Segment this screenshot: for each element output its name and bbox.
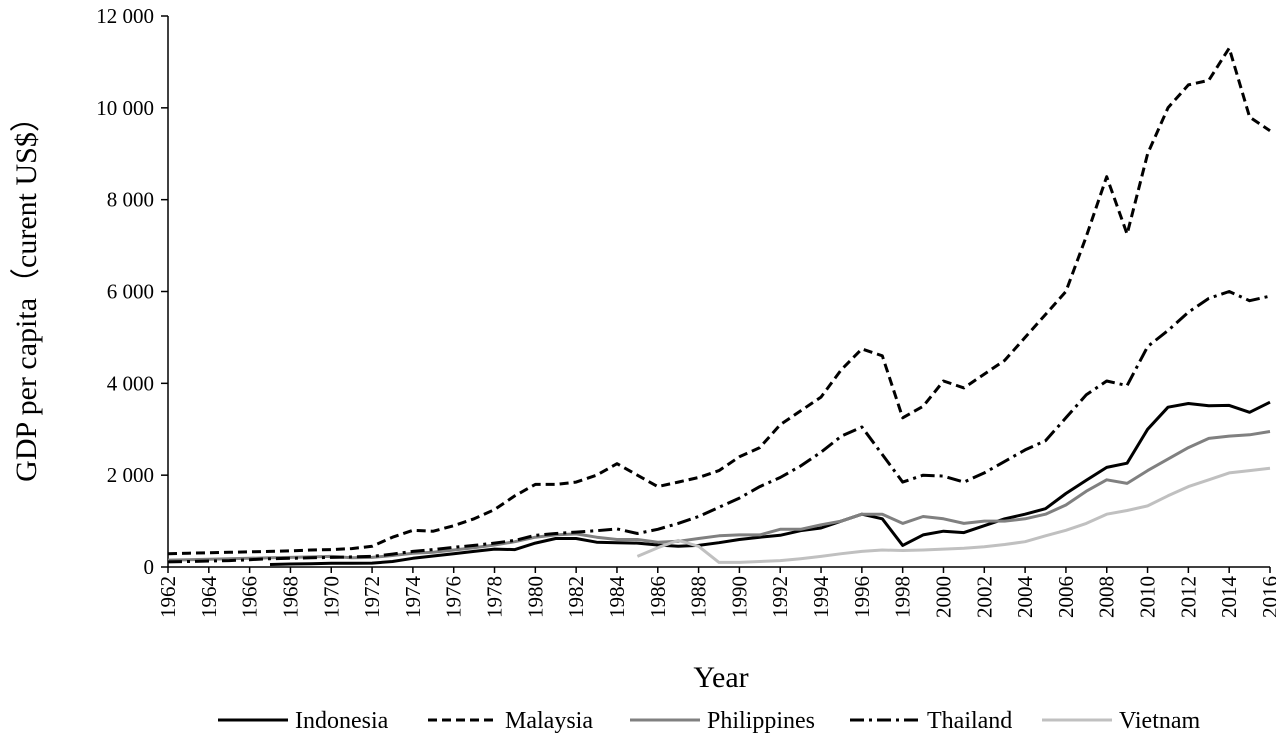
x-tick-label: 2012 <box>1176 576 1200 618</box>
x-tick-label: 1962 <box>156 576 180 618</box>
legend-label-vietnam: Vietnam <box>1119 708 1201 734</box>
x-tick-label: 1986 <box>646 576 670 618</box>
x-tick-label: 1976 <box>442 576 466 618</box>
y-tick-label: 10 000 <box>96 96 154 120</box>
x-tick-label: 2016 <box>1258 576 1276 618</box>
legend-label-thailand: Thailand <box>927 708 1012 734</box>
series-layer <box>167 46 1271 566</box>
y-tick-label: 12 000 <box>96 4 154 28</box>
x-tick-label: 2004 <box>1013 576 1037 619</box>
x-tick-label: 2006 <box>1054 576 1078 618</box>
x-tick-label: 1982 <box>564 576 588 618</box>
x-tick-label: 1972 <box>360 576 384 618</box>
x-tick-label: 2000 <box>931 576 955 618</box>
y-tick-label: 0 <box>144 555 155 579</box>
series-line-philippines <box>167 430 1271 562</box>
x-tick-label: 1966 <box>238 576 262 618</box>
x-tick-label: 1988 <box>687 576 711 618</box>
y-axis-title: GDP per capita（curent US$） <box>10 102 43 482</box>
y-tick-label: 6 000 <box>107 280 154 304</box>
x-axis-title: Year <box>693 661 748 694</box>
x-tick-label: 2002 <box>972 576 996 618</box>
x-tick-label: 1980 <box>523 576 547 618</box>
legend-label-philippines: Philippines <box>707 708 815 734</box>
x-tick-label: 1990 <box>727 576 751 618</box>
x-tick-label: 1994 <box>809 576 833 619</box>
x-tick-label: 1970 <box>319 576 343 618</box>
axes: 0 2 000 4 000 6 000 8 000 10 000 12 000 1962 196… <box>96 4 1276 618</box>
y-tick-label: 2 000 <box>107 463 154 487</box>
legend-label-indonesia: Indonesia <box>295 708 389 734</box>
legend: Indonesia Malaysia Philippines Thailand Viet… <box>218 708 1201 734</box>
y-tick-label: 8 000 <box>107 188 154 212</box>
series-line-vietnam <box>636 466 1271 564</box>
series-line-indonesia <box>269 400 1271 566</box>
x-tick-label: 1984 <box>605 576 629 619</box>
x-tick-label: 1992 <box>768 576 792 618</box>
x-tick-label: 1964 <box>197 576 221 619</box>
x-tick-label: 1968 <box>278 576 302 618</box>
x-tick-label: 2008 <box>1095 576 1119 618</box>
legend-label-malaysia: Malaysia <box>505 708 593 734</box>
x-tick-label: 1996 <box>850 576 874 618</box>
x-tick-label: 1978 <box>483 576 507 618</box>
series-line-malaysia <box>167 46 1271 556</box>
x-tick-label: 2010 <box>1136 576 1160 618</box>
x-tick-label: 1998 <box>891 576 915 618</box>
series-line-thailand <box>167 290 1271 564</box>
y-tick-label: 4 000 <box>107 371 154 395</box>
x-tick-label: 2014 <box>1217 576 1241 619</box>
x-tick-label: 1974 <box>401 576 425 619</box>
